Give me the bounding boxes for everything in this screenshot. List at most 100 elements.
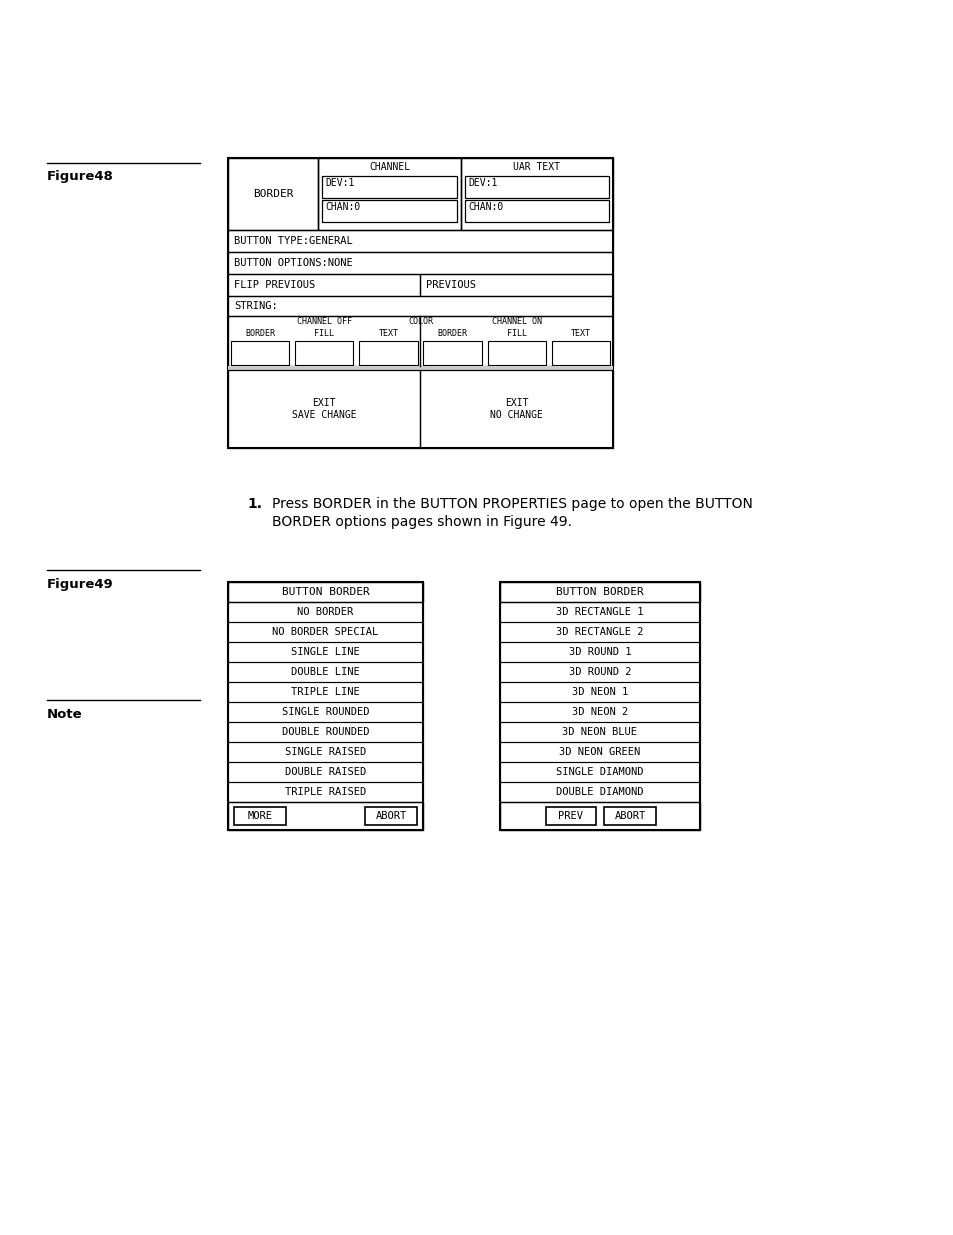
Text: DOUBLE DIAMOND: DOUBLE DIAMOND xyxy=(556,787,643,797)
Bar xyxy=(233,806,286,825)
Text: DOUBLE LINE: DOUBLE LINE xyxy=(291,667,359,677)
Text: PREV: PREV xyxy=(558,811,583,821)
Text: SINGLE LINE: SINGLE LINE xyxy=(291,647,359,657)
Bar xyxy=(317,158,460,230)
Text: ABORT: ABORT xyxy=(375,811,406,821)
Bar xyxy=(228,722,422,742)
Text: 3D ROUND 1: 3D ROUND 1 xyxy=(568,647,631,657)
Bar xyxy=(499,642,700,662)
Text: BORDER: BORDER xyxy=(253,189,293,199)
Text: FLIP PREVIOUS: FLIP PREVIOUS xyxy=(233,280,314,290)
Bar xyxy=(359,341,417,366)
Text: 3D ROUND 2: 3D ROUND 2 xyxy=(568,667,631,677)
Text: DOUBLE RAISED: DOUBLE RAISED xyxy=(285,767,366,777)
Bar xyxy=(464,200,608,222)
Bar xyxy=(294,341,353,366)
Bar xyxy=(231,341,289,366)
Bar xyxy=(499,701,700,722)
Bar xyxy=(487,341,545,366)
Text: CHAN:0: CHAN:0 xyxy=(325,203,360,212)
Text: 3D NEON BLUE: 3D NEON BLUE xyxy=(562,727,637,737)
Bar xyxy=(228,296,613,316)
Text: DEV:1: DEV:1 xyxy=(325,178,354,188)
Text: 3D NEON GREEN: 3D NEON GREEN xyxy=(558,747,640,757)
Bar xyxy=(228,782,422,802)
Bar xyxy=(228,366,613,370)
Text: Press BORDER in the BUTTON PROPERTIES page to open the BUTTON: Press BORDER in the BUTTON PROPERTIES pa… xyxy=(272,496,752,511)
Bar xyxy=(322,177,456,198)
Bar xyxy=(228,762,422,782)
Text: DEV:1: DEV:1 xyxy=(468,178,497,188)
Text: COLOR: COLOR xyxy=(408,317,433,326)
Bar xyxy=(499,622,700,642)
Bar xyxy=(545,806,596,825)
Text: FILL: FILL xyxy=(314,330,334,338)
Text: BUTTON BORDER: BUTTON BORDER xyxy=(556,587,643,597)
Text: BORDER options pages shown in Figure 49.: BORDER options pages shown in Figure 49. xyxy=(272,515,572,529)
Text: UAR TEXT: UAR TEXT xyxy=(513,162,560,172)
Bar xyxy=(551,341,609,366)
Bar xyxy=(499,742,700,762)
Bar xyxy=(365,806,416,825)
Text: CHANNEL ON: CHANNEL ON xyxy=(491,317,541,326)
Bar xyxy=(228,642,422,662)
Bar xyxy=(228,582,422,830)
Bar xyxy=(228,230,613,252)
Text: DOUBLE ROUNDED: DOUBLE ROUNDED xyxy=(281,727,369,737)
Bar xyxy=(499,582,700,830)
Bar xyxy=(420,370,613,448)
Text: SINGLE RAISED: SINGLE RAISED xyxy=(285,747,366,757)
Bar xyxy=(228,582,422,601)
Bar xyxy=(423,341,481,366)
Text: EXIT
NO CHANGE: EXIT NO CHANGE xyxy=(490,398,542,420)
Bar xyxy=(228,316,613,366)
Text: Figure48: Figure48 xyxy=(47,170,113,183)
Text: STRING:: STRING: xyxy=(233,301,277,311)
Bar xyxy=(499,722,700,742)
Bar xyxy=(228,802,422,830)
Bar xyxy=(228,252,613,274)
Text: Figure49: Figure49 xyxy=(47,578,113,592)
Bar xyxy=(228,370,420,448)
Bar xyxy=(228,701,422,722)
Text: ABORT: ABORT xyxy=(614,811,645,821)
Bar xyxy=(228,274,420,296)
Bar xyxy=(603,806,656,825)
Bar xyxy=(228,601,422,622)
Text: 3D NEON 1: 3D NEON 1 xyxy=(571,687,627,697)
Text: 1.: 1. xyxy=(247,496,262,511)
Text: Note: Note xyxy=(47,708,83,721)
Text: NO BORDER: NO BORDER xyxy=(297,606,354,618)
Text: EXIT
SAVE CHANGE: EXIT SAVE CHANGE xyxy=(292,398,356,420)
Bar xyxy=(228,742,422,762)
Text: BUTTON BORDER: BUTTON BORDER xyxy=(281,587,369,597)
Bar xyxy=(464,177,608,198)
Bar xyxy=(460,158,613,230)
Bar xyxy=(499,762,700,782)
Bar xyxy=(499,682,700,701)
Text: TEXT: TEXT xyxy=(570,330,590,338)
Bar xyxy=(322,200,456,222)
Text: TRIPLE RAISED: TRIPLE RAISED xyxy=(285,787,366,797)
Bar xyxy=(499,662,700,682)
Bar xyxy=(228,158,317,230)
Bar xyxy=(499,802,700,830)
Text: FILL: FILL xyxy=(506,330,526,338)
Text: NO BORDER SPECIAL: NO BORDER SPECIAL xyxy=(273,627,378,637)
Bar xyxy=(228,622,422,642)
Bar xyxy=(499,601,700,622)
Text: BUTTON TYPE:GENERAL: BUTTON TYPE:GENERAL xyxy=(233,236,353,246)
Text: MORE: MORE xyxy=(247,811,273,821)
Bar xyxy=(228,662,422,682)
Text: 3D RECTANGLE 2: 3D RECTANGLE 2 xyxy=(556,627,643,637)
Text: BORDER: BORDER xyxy=(245,330,274,338)
Text: PREVIOUS: PREVIOUS xyxy=(426,280,476,290)
Text: CHAN:0: CHAN:0 xyxy=(468,203,503,212)
Bar xyxy=(420,274,613,296)
Bar xyxy=(499,782,700,802)
Text: SINGLE DIAMOND: SINGLE DIAMOND xyxy=(556,767,643,777)
Text: BORDER: BORDER xyxy=(437,330,467,338)
Bar xyxy=(228,158,613,448)
Text: TRIPLE LINE: TRIPLE LINE xyxy=(291,687,359,697)
Bar xyxy=(228,682,422,701)
